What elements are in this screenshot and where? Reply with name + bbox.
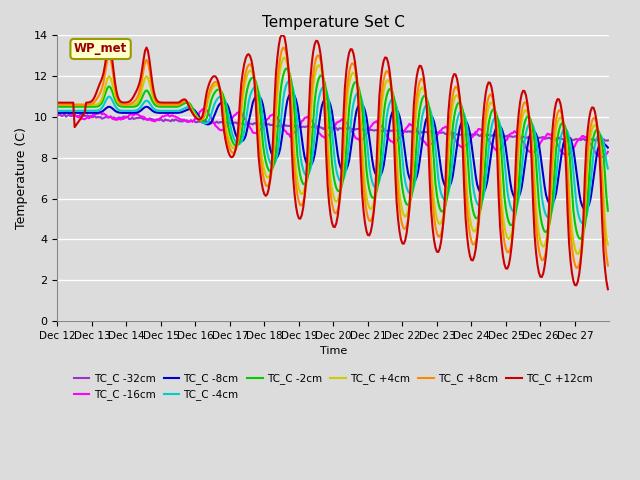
TC_C -32cm <box>338 126 346 132</box>
TC_C -16cm <box>338 117 346 122</box>
TC_C +8cm <box>603 252 611 258</box>
TC_C -4cm <box>54 108 61 114</box>
TC_C +8cm <box>447 102 455 108</box>
TC_C +12cm <box>529 202 537 207</box>
TC_C -2cm <box>577 236 584 242</box>
TC_C -2cm <box>54 104 61 109</box>
Line: TC_C -2cm: TC_C -2cm <box>58 69 608 239</box>
TC_C -8cm <box>529 128 537 134</box>
TC_C -16cm <box>54 111 61 117</box>
TC_C +4cm <box>447 113 455 119</box>
TC_C +8cm <box>604 263 612 268</box>
TC_C -8cm <box>90 110 97 116</box>
TC_C -32cm <box>529 133 537 139</box>
TC_C -8cm <box>288 90 296 96</box>
TC_C -8cm <box>54 110 61 116</box>
TC_C -4cm <box>447 171 455 177</box>
TC_C +12cm <box>604 287 612 292</box>
TC_C -16cm <box>603 151 611 157</box>
TC_C -16cm <box>604 149 612 155</box>
TC_C -32cm <box>74 113 81 119</box>
TC_C -8cm <box>447 180 455 185</box>
TC_C +8cm <box>90 100 97 106</box>
TC_C -8cm <box>338 167 346 173</box>
TC_C -4cm <box>90 108 97 114</box>
Line: TC_C -16cm: TC_C -16cm <box>58 109 608 157</box>
TC_C -4cm <box>338 179 346 184</box>
TC_C -16cm <box>72 113 80 119</box>
Line: TC_C -4cm: TC_C -4cm <box>58 81 608 223</box>
Legend: TC_C -32cm, TC_C -16cm, TC_C -8cm, TC_C -4cm, TC_C -2cm, TC_C +4cm, TC_C +8cm, T: TC_C -32cm, TC_C -16cm, TC_C -8cm, TC_C … <box>70 369 597 405</box>
TC_C +4cm <box>72 102 80 108</box>
Line: TC_C +4cm: TC_C +4cm <box>58 58 608 254</box>
TC_C -8cm <box>603 143 611 149</box>
TC_C -8cm <box>72 110 80 116</box>
TC_C +12cm <box>54 100 61 106</box>
TC_C -4cm <box>604 166 612 171</box>
TC_C +12cm <box>338 156 346 161</box>
TC_C +8cm <box>574 265 582 271</box>
Line: TC_C +12cm: TC_C +12cm <box>58 36 608 289</box>
TC_C +4cm <box>574 251 582 257</box>
TC_C -16cm <box>529 149 537 155</box>
X-axis label: Time: Time <box>320 346 347 356</box>
TC_C -2cm <box>603 194 611 200</box>
TC_C +12cm <box>601 266 609 272</box>
TC_C -16cm <box>447 131 455 137</box>
TC_C +4cm <box>603 235 611 241</box>
Y-axis label: Temperature (C): Temperature (C) <box>15 127 28 229</box>
TC_C -2cm <box>338 182 346 188</box>
TC_C +4cm <box>338 176 346 181</box>
TC_C -4cm <box>285 78 292 84</box>
TC_C -32cm <box>604 137 612 143</box>
TC_C -2cm <box>90 104 97 109</box>
TC_C -4cm <box>72 108 80 114</box>
TC_C -4cm <box>603 160 611 166</box>
TC_C -2cm <box>72 104 80 109</box>
Line: TC_C -32cm: TC_C -32cm <box>58 114 608 141</box>
Text: WP_met: WP_met <box>74 42 127 56</box>
Title: Temperature Set C: Temperature Set C <box>262 15 404 30</box>
TC_C -4cm <box>529 123 537 129</box>
TC_C -2cm <box>282 66 290 72</box>
TC_C -8cm <box>604 144 612 150</box>
TC_C -32cm <box>603 138 611 144</box>
TC_C +8cm <box>529 164 537 170</box>
TC_C -32cm <box>586 138 593 144</box>
Line: TC_C -8cm: TC_C -8cm <box>58 93 608 209</box>
TC_C +12cm <box>447 82 455 88</box>
TC_C +8cm <box>338 177 346 183</box>
TC_C +4cm <box>604 241 612 247</box>
TC_C -32cm <box>447 132 455 137</box>
TC_C +8cm <box>279 45 287 50</box>
TC_C -2cm <box>447 145 455 151</box>
TC_C +4cm <box>529 153 537 159</box>
TC_C +8cm <box>54 102 61 108</box>
TC_C -32cm <box>91 113 99 119</box>
TC_C +8cm <box>72 102 80 108</box>
TC_C -2cm <box>529 128 537 134</box>
TC_C -32cm <box>61 111 68 117</box>
TC_C -2cm <box>604 208 612 214</box>
TC_C -16cm <box>199 106 207 112</box>
TC_C -32cm <box>54 113 61 119</box>
TC_C +4cm <box>90 102 97 108</box>
TC_C -16cm <box>90 112 97 118</box>
TC_C +4cm <box>281 55 289 60</box>
TC_C +12cm <box>278 33 285 38</box>
TC_C -8cm <box>581 206 589 212</box>
TC_C -16cm <box>597 154 605 160</box>
TC_C -4cm <box>578 220 586 226</box>
TC_C +4cm <box>54 102 61 108</box>
TC_C +12cm <box>90 96 97 102</box>
TC_C +12cm <box>72 122 80 128</box>
Line: TC_C +8cm: TC_C +8cm <box>58 48 608 268</box>
